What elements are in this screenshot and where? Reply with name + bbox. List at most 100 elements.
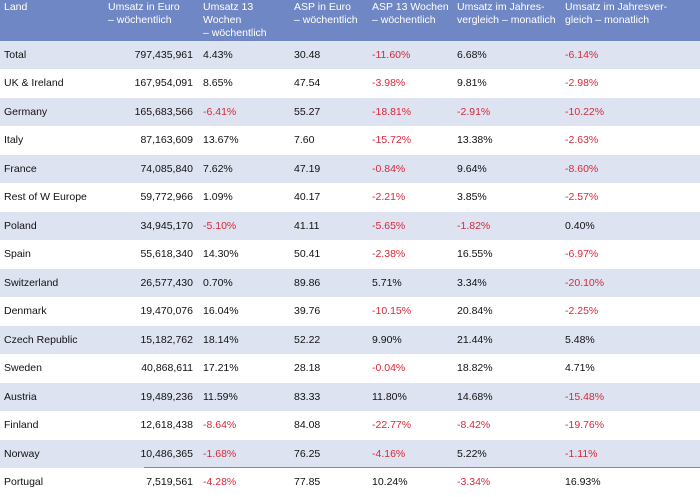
cell-country: Spain — [0, 240, 104, 269]
cell-revenue-yoy: 14.68% — [453, 382, 561, 412]
cell-revenue: 87,163,609 — [104, 126, 199, 155]
table-row: Poland 34,945,170 -5.10% 41.11 -5.65% -1.82% 0… — [0, 211, 700, 241]
cell-asp-13w: 5.71% — [368, 268, 453, 298]
cell-revenue-yoy-2: 0.40% — [561, 211, 700, 241]
cell-asp-13w: 9.90% — [368, 325, 453, 355]
cell-revenue: 74,085,840 — [104, 154, 199, 184]
cell-country: Austria — [0, 382, 104, 412]
cell-asp-13w: -0.84% — [368, 154, 453, 184]
cell-revenue-13w: -1.68% — [199, 439, 290, 469]
table-row: Italy 87,163,609 13.67% 7.60 -15.72% 13.38% -2… — [0, 126, 700, 155]
table-row: Spain 55,618,340 14.30% 50.41 -2.38% 16.55% -6… — [0, 240, 700, 269]
cell-asp-13w: 11.80% — [368, 382, 453, 412]
cell-revenue-yoy: 9.64% — [453, 154, 561, 184]
cell-revenue-13w: 0.70% — [199, 268, 290, 298]
cell-asp: 50.41 — [290, 240, 368, 269]
cell-country: Portugal — [0, 468, 104, 497]
cell-revenue-13w: 4.43% — [199, 41, 290, 70]
cell-asp-13w: -22.77% — [368, 411, 453, 440]
cell-asp: 52.22 — [290, 325, 368, 355]
cell-revenue: 797,435,961 — [104, 41, 199, 70]
cell-revenue-yoy-2: -8.60% — [561, 154, 700, 184]
cell-revenue: 12,618,438 — [104, 411, 199, 440]
cell-country: Finland — [0, 411, 104, 440]
table-row: Finland 12,618,438 -8.64% 84.08 -22.77% -8.42… — [0, 411, 700, 440]
cell-asp-13w: -2.38% — [368, 240, 453, 269]
cell-asp: 84.08 — [290, 411, 368, 440]
cell-revenue: 26,577,430 — [104, 268, 199, 298]
cell-revenue-yoy-2: -19.76% — [561, 411, 700, 440]
cell-revenue-yoy: 3.85% — [453, 183, 561, 212]
cell-asp: 7.60 — [290, 126, 368, 155]
cell-revenue-yoy-2: -2.25% — [561, 297, 700, 326]
cell-revenue-yoy: 5.22% — [453, 439, 561, 469]
cell-revenue-yoy-2: 4.71% — [561, 354, 700, 383]
cell-revenue-13w: -6.41% — [199, 97, 290, 127]
cell-asp-13w: -5.65% — [368, 211, 453, 241]
cell-asp-13w: -10.15% — [368, 297, 453, 326]
header-umsatz-jahresvergleich-2: Umsatz im Jahresver- gleich – monatlich — [561, 0, 700, 41]
cell-revenue-13w: 17.21% — [199, 354, 290, 383]
cell-asp: 41.11 — [290, 211, 368, 241]
cell-revenue: 10,486,365 — [104, 439, 199, 469]
cell-asp: 83.33 — [290, 382, 368, 412]
cell-revenue: 19,470,076 — [104, 297, 199, 326]
cell-asp-13w: -15.72% — [368, 126, 453, 155]
cell-revenue-yoy: 9.81% — [453, 69, 561, 98]
cell-revenue-yoy-2: -10.22% — [561, 97, 700, 127]
cell-asp-13w: -4.16% — [368, 439, 453, 469]
cell-asp-13w: -2.21% — [368, 183, 453, 212]
header-umsatz-euro: Umsatz in Euro – wöchentlich — [104, 0, 199, 41]
cell-asp-13w: -11.60% — [368, 41, 453, 70]
cell-country: Czech Republic — [0, 325, 104, 355]
cell-revenue-yoy: 16.55% — [453, 240, 561, 269]
cell-asp-13w: -0.04% — [368, 354, 453, 383]
table-row: Switzerland 26,577,430 0.70% 89.86 5.71% 3.34… — [0, 268, 700, 298]
cell-revenue-yoy-2: -6.97% — [561, 240, 700, 269]
cell-revenue-13w: 7.62% — [199, 154, 290, 184]
table-body: Total 797,435,961 4.43% 30.48 -11.60% 6.68% -6… — [0, 41, 700, 497]
table-row: Norway 10,486,365 -1.68% 76.25 -4.16% 5.22% -1… — [0, 439, 700, 469]
cell-revenue: 15,182,762 — [104, 325, 199, 355]
cell-asp: 30.48 — [290, 41, 368, 70]
cell-revenue-yoy: 13.38% — [453, 126, 561, 155]
cell-revenue: 34,945,170 — [104, 211, 199, 241]
cell-revenue-yoy-2: -2.63% — [561, 126, 700, 155]
cell-revenue-yoy: 3.34% — [453, 268, 561, 298]
header-asp-euro: ASP in Euro – wöchentlich — [290, 0, 368, 41]
header-row: Land Umsatz in Euro – wöchentlich Umsatz… — [0, 0, 700, 41]
cell-revenue-yoy-2: -20.10% — [561, 268, 700, 298]
table-row: Total 797,435,961 4.43% 30.48 -11.60% 6.68% -6… — [0, 41, 700, 70]
cell-revenue-yoy-2: -15.48% — [561, 382, 700, 412]
cell-asp-13w: -18.81% — [368, 97, 453, 127]
cell-asp: 76.25 — [290, 439, 368, 469]
cell-revenue-yoy-2: -6.14% — [561, 41, 700, 70]
cell-country: Germany — [0, 97, 104, 127]
cell-country: Rest of W Europe — [0, 183, 104, 212]
cell-revenue: 40,868,611 — [104, 354, 199, 383]
cell-revenue-yoy-2: -2.57% — [561, 183, 700, 212]
cell-asp: 40.17 — [290, 183, 368, 212]
cell-asp-13w: -3.98% — [368, 69, 453, 98]
cell-revenue-13w: 14.30% — [199, 240, 290, 269]
cell-asp-13w: 10.24% — [368, 468, 453, 497]
cell-revenue-yoy: -1.82% — [453, 211, 561, 241]
header-umsatz-13-wochen: Umsatz 13 Wochen – wöchentlich — [199, 0, 290, 41]
cell-country: Italy — [0, 126, 104, 155]
cell-revenue: 19,489,236 — [104, 382, 199, 412]
cell-country: Poland — [0, 211, 104, 241]
cell-asp: 89.86 — [290, 268, 368, 298]
cell-asp: 47.54 — [290, 69, 368, 98]
cell-revenue-13w: 1.09% — [199, 183, 290, 212]
table-row: Portugal 7,519,561 -4.28% 77.85 10.24% -3.34%… — [0, 468, 700, 497]
cell-asp: 28.18 — [290, 354, 368, 383]
footer-divider — [144, 467, 700, 468]
table-row: Czech Republic 15,182,762 18.14% 52.22 9.90%… — [0, 325, 700, 355]
table-row: Rest of W Europe 59,772,966 1.09% 40.17 -2.2… — [0, 183, 700, 212]
cell-revenue-13w: 13.67% — [199, 126, 290, 155]
cell-revenue-13w: -8.64% — [199, 411, 290, 440]
cell-asp: 55.27 — [290, 97, 368, 127]
cell-asp: 47.19 — [290, 154, 368, 184]
table-row: France 74,085,840 7.62% 47.19 -0.84% 9.64% -8.… — [0, 154, 700, 184]
